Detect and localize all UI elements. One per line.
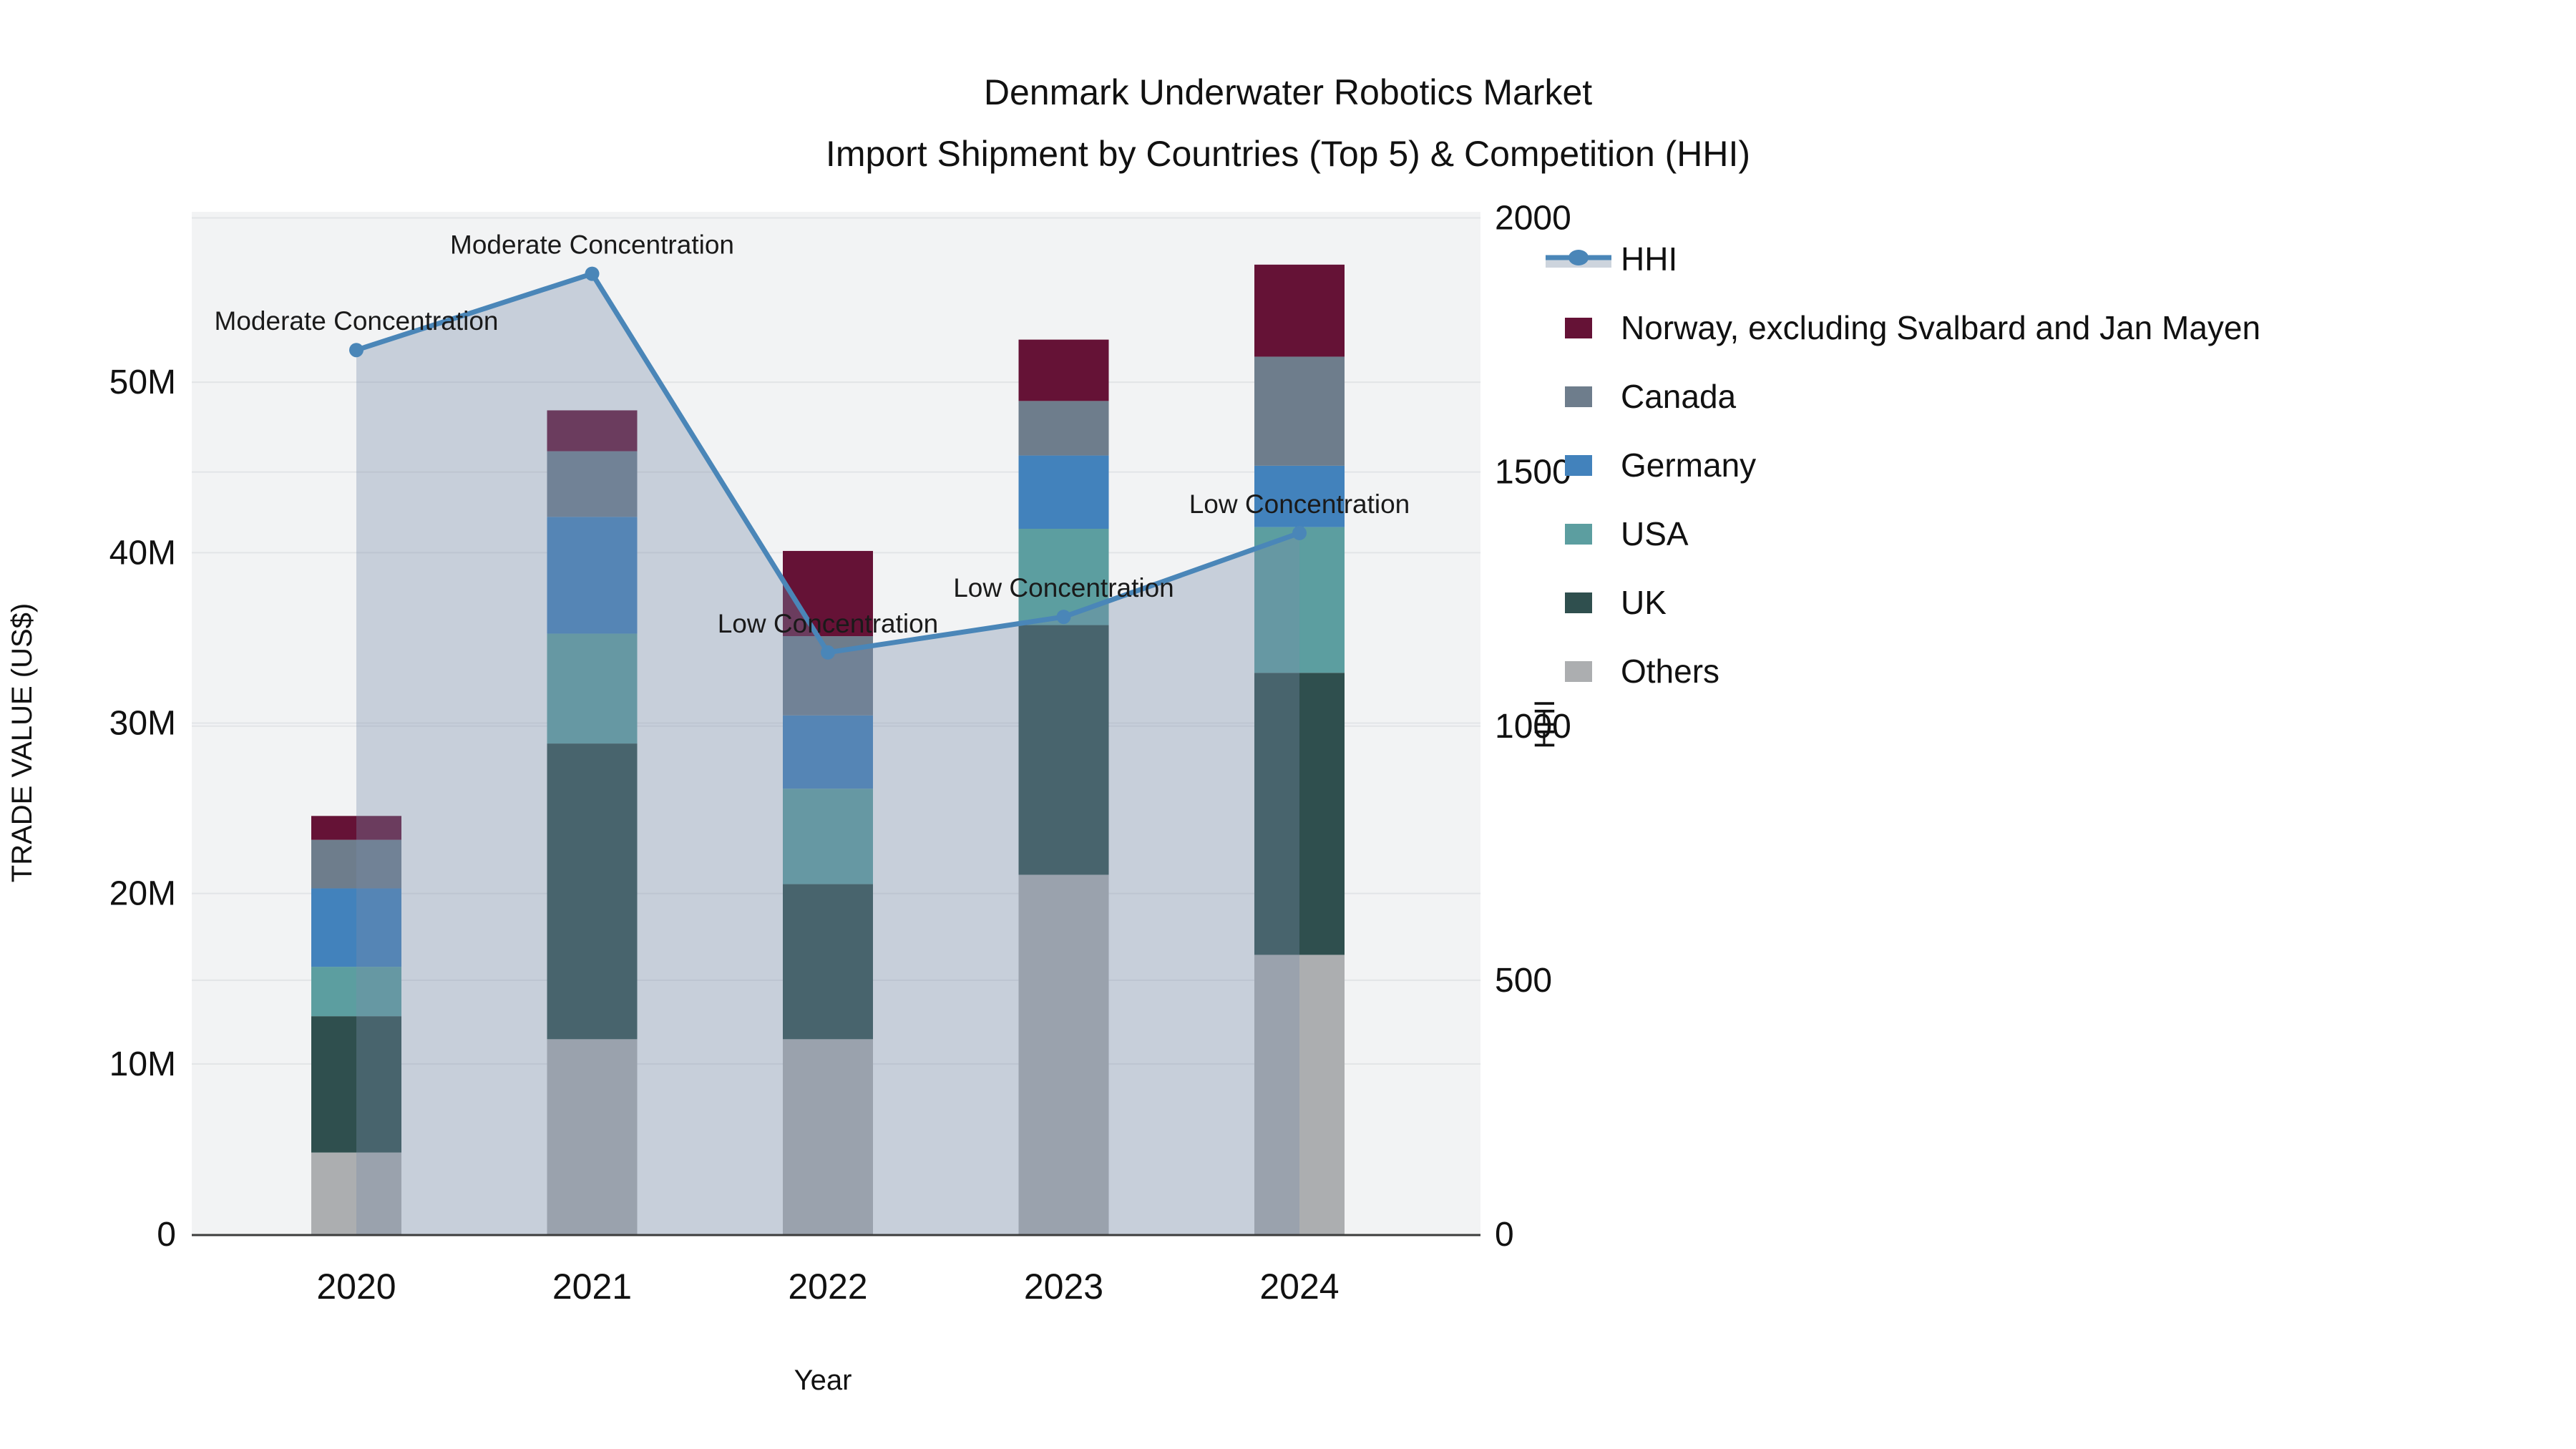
x-axis-title: Year [794, 1365, 852, 1396]
bar-segment-canada-2020[interactable] [311, 839, 401, 889]
chart-title: Denmark Underwater Robotics Market [983, 72, 1593, 112]
hhi-marker-2022[interactable] [821, 645, 835, 660]
bar-segment-norway-2023[interactable] [1018, 339, 1109, 401]
legend-item-norway[interactable]: Norway, excluding Svalbard and Jan Mayen [1546, 293, 2260, 362]
hhi-annotation-2024: Low Concentration [1189, 489, 1410, 519]
right-tick-2000: 2000 [1495, 200, 1571, 238]
bar-segment-norway-2020[interactable] [311, 816, 401, 840]
legend-swatch-uk [1565, 592, 1592, 613]
legend-label-canada: Canada [1621, 378, 1737, 415]
x-tick-2023: 2023 [1024, 1267, 1103, 1307]
bar-segment-norway-2024[interactable] [1254, 264, 1345, 357]
bar-segment-others-2024[interactable] [1254, 955, 1345, 1234]
legend-label-hhi: HHI [1621, 240, 1678, 278]
left-tick-40M: 40M [109, 534, 176, 572]
bar-segment-usa-2022[interactable] [783, 789, 873, 884]
bar-segment-germany-2021[interactable] [547, 517, 638, 634]
hhi-area-fill [356, 273, 1299, 1235]
left-tick-20M: 20M [109, 875, 176, 913]
bar-segment-others-2023[interactable] [1018, 874, 1109, 1234]
y-axis-title-right: HHI [1529, 700, 1561, 749]
bar-segment-canada-2023[interactable] [1018, 401, 1109, 456]
legend-item-others[interactable]: Others [1546, 637, 2260, 706]
y-axis-title-left: TRADE VALUE (US$) [6, 603, 38, 882]
legend-swatch-usa [1565, 523, 1592, 545]
bar-segment-usa-2021[interactable] [547, 633, 638, 744]
legend-label-usa: USA [1621, 515, 1689, 552]
legend-label-others: Others [1621, 653, 1720, 690]
legend-label-germany: Germany [1621, 447, 1757, 484]
hhi-annotation-2023: Low Concentration [953, 573, 1174, 602]
legend-item-germany[interactable]: Germany [1546, 431, 2260, 499]
x-tick-2020: 2020 [316, 1267, 396, 1307]
right-tick-0: 0 [1495, 1216, 1514, 1254]
bar-segment-uk-2021[interactable] [547, 743, 638, 1040]
bar-segment-germany-2023[interactable] [1018, 455, 1109, 529]
bars [311, 264, 1345, 1234]
hhi-marker-2021[interactable] [585, 266, 600, 281]
hhi-annotation-2021: Moderate Concentration [450, 230, 734, 260]
bar-segment-others-2021[interactable] [547, 1039, 638, 1234]
legend-item-canada[interactable]: Canada [1546, 362, 2260, 431]
bar-segment-uk-2022[interactable] [783, 884, 873, 1040]
bar-segment-norway-2021[interactable] [547, 410, 638, 452]
left-tick-50M: 50M [109, 364, 176, 401]
bar-segment-germany-2024[interactable] [1254, 465, 1345, 527]
hhi-marker-2024[interactable] [1292, 525, 1307, 540]
legend-item-hhi[interactable]: HHI [1546, 225, 2260, 293]
legend-swatch-others [1565, 660, 1592, 682]
bar-segment-canada-2024[interactable] [1254, 356, 1345, 466]
right-tick-500: 500 [1495, 962, 1552, 1000]
hhi-marker-2023[interactable] [1056, 610, 1071, 625]
bar-segment-others-2020[interactable] [311, 1152, 401, 1234]
left-tick-0: 0 [157, 1216, 176, 1254]
bar-segment-others-2022[interactable] [783, 1039, 873, 1234]
legend-label-uk: UK [1621, 584, 1667, 621]
legend-item-uk[interactable]: UK [1546, 568, 2260, 637]
legend-swatch-germany [1565, 454, 1592, 476]
bar-segment-norway-2022[interactable] [783, 550, 873, 637]
bar-segment-uk-2024[interactable] [1254, 673, 1345, 955]
hhi-line-legend-icon [1546, 250, 1611, 268]
legend: HHI Norway, excluding Svalbard and Jan Ma… [1546, 225, 2260, 706]
hhi-marker-2020[interactable] [349, 343, 364, 358]
hhi-annotation-2020: Moderate Concentration [215, 306, 499, 336]
x-tick-2024: 2024 [1259, 1267, 1339, 1307]
legend-label-norway: Norway, excluding Svalbard and Jan Mayen [1621, 309, 2261, 346]
bar-segment-usa-2024[interactable] [1254, 527, 1345, 673]
bar-segment-canada-2021[interactable] [547, 451, 638, 517]
left-tick-30M: 30M [109, 705, 176, 743]
bar-segment-usa-2020[interactable] [311, 967, 401, 1017]
bar-segment-germany-2022[interactable] [783, 715, 873, 789]
chart-subtitle: Import Shipment by Countries (Top 5) & C… [825, 134, 1751, 174]
right-tick-1500: 1500 [1495, 454, 1571, 492]
x-tick-2022: 2022 [788, 1267, 867, 1307]
x-tick-2021: 2021 [552, 1267, 632, 1307]
legend-swatch-norway [1565, 317, 1592, 338]
legend-swatch-canada [1565, 386, 1592, 407]
left-tick-10M: 10M [109, 1045, 176, 1083]
bar-segment-uk-2020[interactable] [311, 1016, 401, 1153]
bar-segment-uk-2023[interactable] [1018, 625, 1109, 875]
right-tick-1000: 1000 [1495, 708, 1571, 746]
bar-segment-usa-2023[interactable] [1018, 528, 1109, 625]
legend-item-usa[interactable]: USA [1546, 499, 2260, 568]
hhi-annotation-2022: Low Concentration [718, 609, 939, 638]
bar-segment-germany-2020[interactable] [311, 888, 401, 967]
